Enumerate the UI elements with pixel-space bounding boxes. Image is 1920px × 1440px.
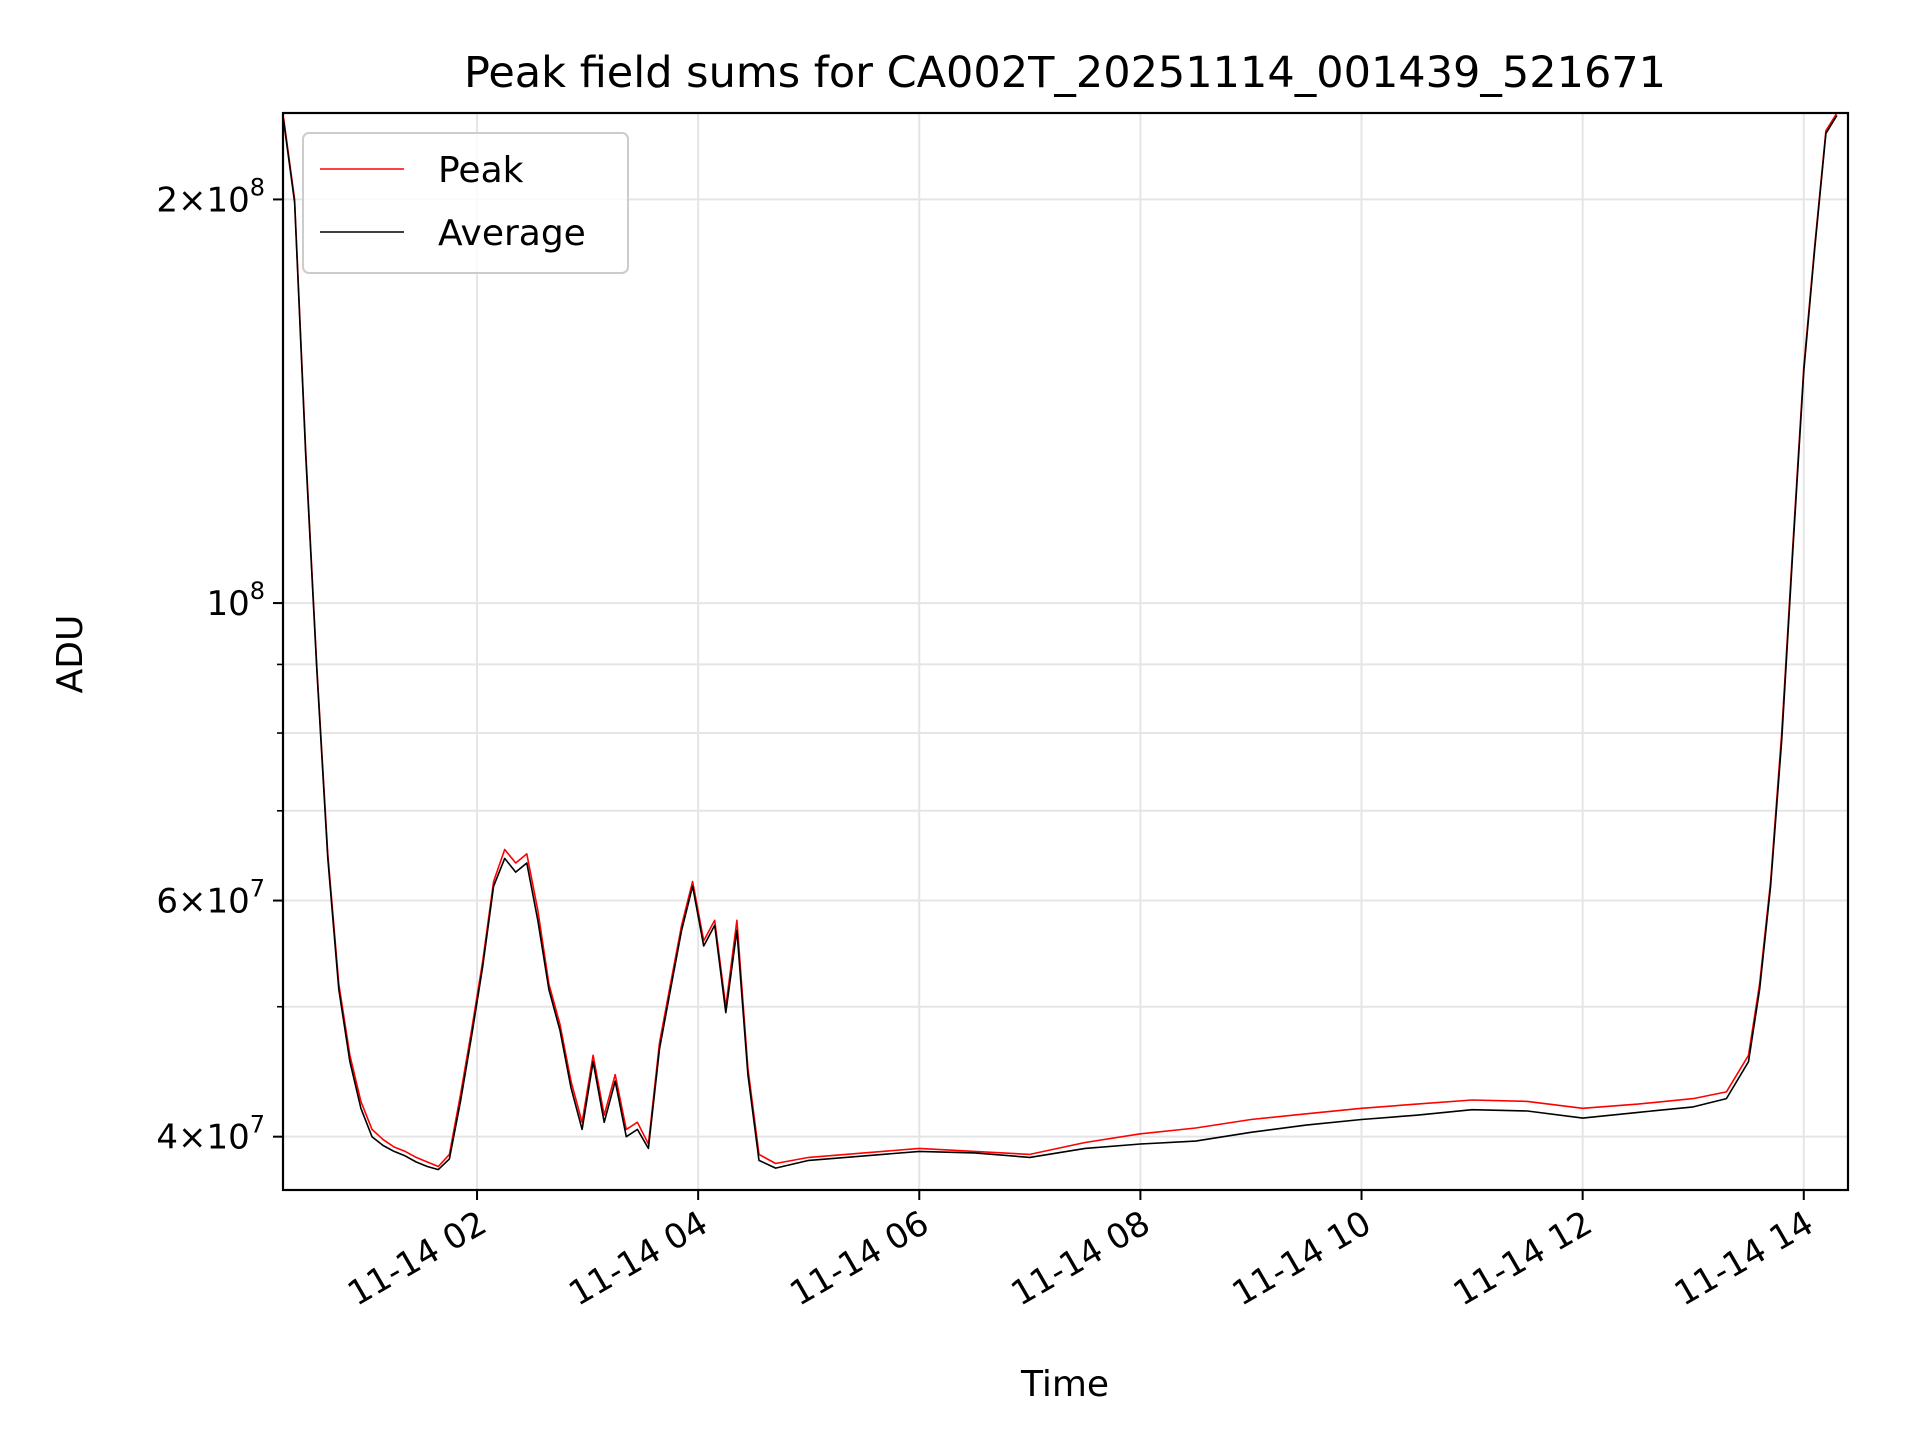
x-axis-label: Time <box>1020 1364 1109 1405</box>
plot-frame <box>281 111 1850 1192</box>
legend-label-peak: Peak <box>438 150 524 191</box>
y-tick-label: 108 <box>206 577 265 624</box>
series-line-average <box>283 115 1838 1171</box>
y-tick-label: 2×108 <box>156 173 265 220</box>
legend: Peak Average <box>302 132 629 274</box>
y-tick-label: 6×107 <box>156 875 265 922</box>
legend-label-average: Average <box>438 213 586 254</box>
y-tick-label: 4×107 <box>156 1111 265 1158</box>
series-layer <box>283 113 1838 1171</box>
series-line-peak <box>283 113 1838 1168</box>
chart-title: Peak field sums for CA002T_20251114_0014… <box>464 48 1666 98</box>
y-axis-label: ADU <box>50 615 91 694</box>
legend-box <box>302 132 629 274</box>
